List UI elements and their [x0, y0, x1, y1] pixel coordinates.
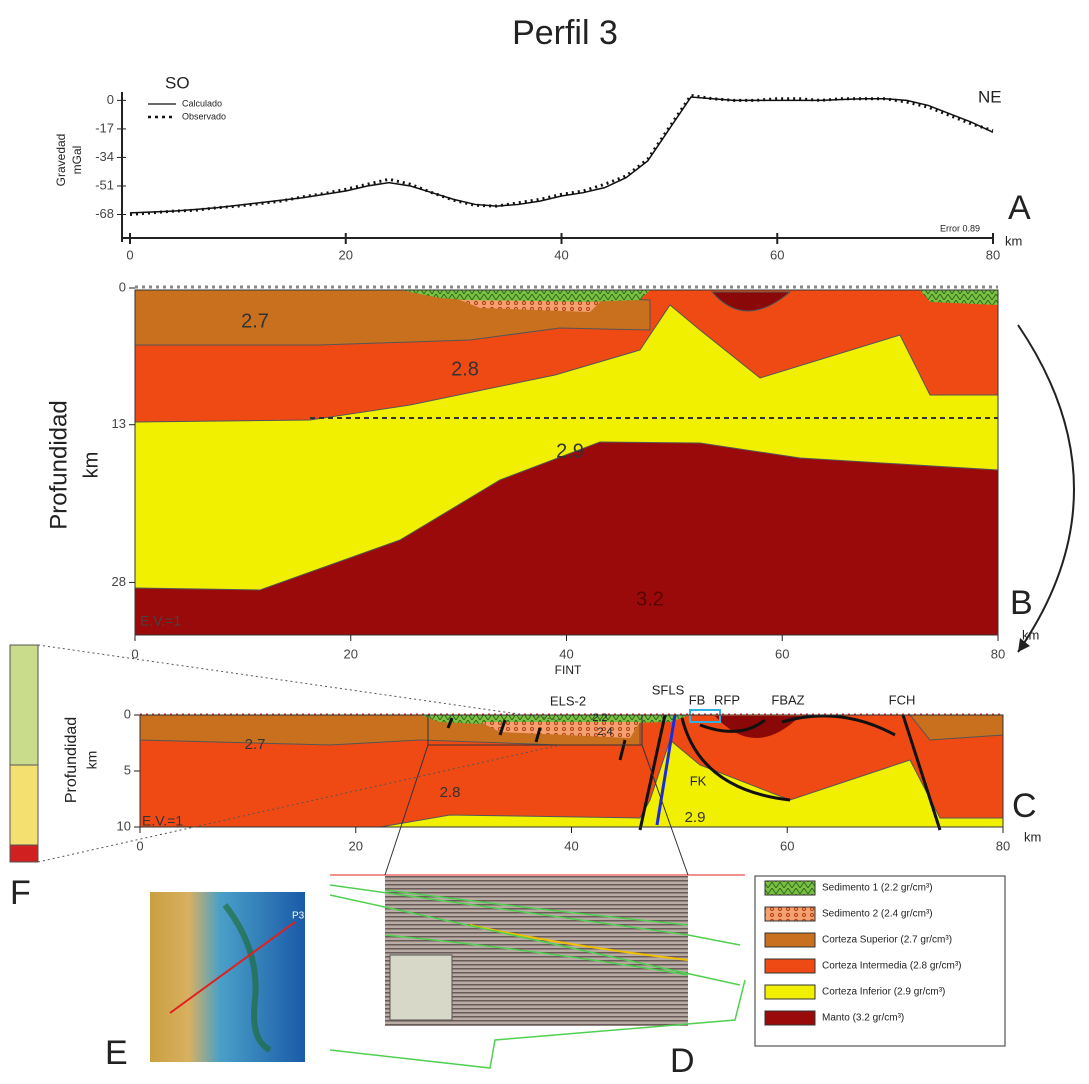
layer-label: 3.2 — [636, 588, 664, 610]
figure-title: Perfil 3 — [512, 14, 618, 52]
figure: Perfil 3 SO NE Gravedad mGal Error 0.89 … — [0, 0, 1089, 1084]
x-tick-label: 20 — [339, 247, 353, 262]
y-tick-label: -68 — [95, 206, 114, 221]
fault-label: FBAZ — [771, 692, 804, 707]
legend-label: Observado — [182, 111, 226, 121]
legend-label: Corteza Superior (2.7 gr/cm³) — [822, 935, 952, 946]
x-tick-label: 40 — [559, 646, 573, 661]
y-tick-label: -51 — [95, 177, 114, 192]
y-label: mGal — [70, 146, 84, 175]
x-tick-label: 0 — [136, 838, 143, 853]
x-tick-label: 0 — [126, 247, 133, 262]
fault-label: ELS-2 — [550, 693, 586, 708]
legend-label: Corteza Inferior (2.9 gr/cm³) — [822, 987, 945, 998]
panel-label: B — [1010, 584, 1033, 622]
scale-note: E.V.=1 — [142, 813, 183, 829]
y-label: Profundidad — [45, 400, 72, 529]
map-label: P3 — [292, 911, 305, 922]
direction-left: SO — [165, 73, 190, 92]
y-tick-label: 10 — [117, 818, 131, 833]
stratum — [10, 845, 38, 862]
fault-label: RFP — [714, 692, 740, 707]
x-tick-label: 60 — [780, 838, 794, 853]
legend-swatch — [765, 1011, 815, 1025]
y-tick-label: 13 — [112, 416, 126, 431]
legend-label: Sedimento 1 (2.2 gr/cm³) — [822, 883, 933, 894]
layer-label: 2.7 — [245, 736, 266, 753]
legend-swatch — [765, 933, 815, 947]
x-tick-label: 40 — [564, 838, 578, 853]
y-tick-label: 28 — [112, 574, 126, 589]
legend-swatch — [765, 985, 815, 999]
inset-map — [390, 955, 452, 1020]
layer-label: 2.8 — [451, 358, 479, 380]
fault-label: FCH — [889, 692, 916, 707]
fault-label: FB — [689, 692, 706, 707]
section-c — [140, 710, 1003, 830]
legend-label: Sedimento 2 (2.4 gr/cm³) — [822, 909, 933, 920]
stratum — [10, 645, 38, 765]
y-label: Profundidad — [63, 717, 80, 803]
x-unit: km — [1022, 627, 1039, 642]
scale-note: E.V.=1 — [140, 613, 181, 629]
y-tick-label: 0 — [107, 92, 114, 107]
legend-label: Corteza Intermedia (2.8 gr/cm³) — [822, 961, 962, 972]
x-tick-label: 40 — [554, 247, 568, 262]
x-tick-label: 60 — [775, 646, 789, 661]
stratum — [10, 765, 38, 845]
y-tick-label: 5 — [124, 762, 131, 777]
legend-swatch — [765, 907, 815, 921]
y-tick-label: -34 — [95, 149, 114, 164]
direction-right: NE — [978, 87, 1002, 106]
x-tick-label: 80 — [996, 838, 1010, 853]
map — [150, 892, 305, 1062]
y-tick-label: 0 — [119, 279, 126, 294]
layer-label: 2.8 — [440, 784, 461, 801]
fault-label: FINT — [555, 663, 582, 677]
y-label: Gravedad — [54, 134, 68, 187]
x-unit: km — [1024, 829, 1041, 844]
fault-label: SFLS — [652, 682, 685, 697]
layer-label: 2.9 — [556, 440, 584, 462]
y-tick-label: 0 — [124, 706, 131, 721]
layer-label: 2.2 — [592, 712, 607, 724]
x-tick-label: 80 — [991, 646, 1005, 661]
x-unit: km — [1005, 233, 1022, 248]
panel-label: C — [1012, 787, 1037, 825]
y-label: km — [84, 751, 100, 770]
error-note: Error 0.89 — [940, 223, 980, 233]
x-tick-label: 20 — [349, 838, 363, 853]
legend-swatch — [765, 959, 815, 973]
layer-label: 2.9 — [685, 809, 706, 826]
legend-label: Manto (3.2 gr/cm³) — [822, 1013, 904, 1024]
x-tick-label: 20 — [344, 646, 358, 661]
legend-label: Calculado — [182, 98, 222, 108]
x-tick-label: 0 — [131, 646, 138, 661]
y-tick-label: -17 — [95, 120, 114, 135]
connector — [38, 645, 560, 720]
layer-label: 2.7 — [241, 310, 269, 332]
layer-label: 2.4 — [597, 726, 612, 738]
fault-label: FK — [690, 773, 707, 788]
panel-label: D — [670, 1042, 695, 1080]
y-label: km — [80, 452, 102, 479]
panel-label: F — [10, 874, 31, 912]
legend-swatch — [765, 881, 815, 895]
x-tick-label: 60 — [770, 247, 784, 262]
panel-label: E — [105, 1034, 128, 1072]
x-tick-label: 80 — [986, 247, 1000, 262]
panel-label: A — [1008, 189, 1031, 227]
